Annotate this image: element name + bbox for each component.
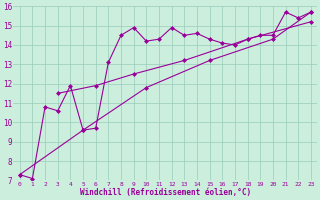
X-axis label: Windchill (Refroidissement éolien,°C): Windchill (Refroidissement éolien,°C)	[80, 188, 251, 197]
